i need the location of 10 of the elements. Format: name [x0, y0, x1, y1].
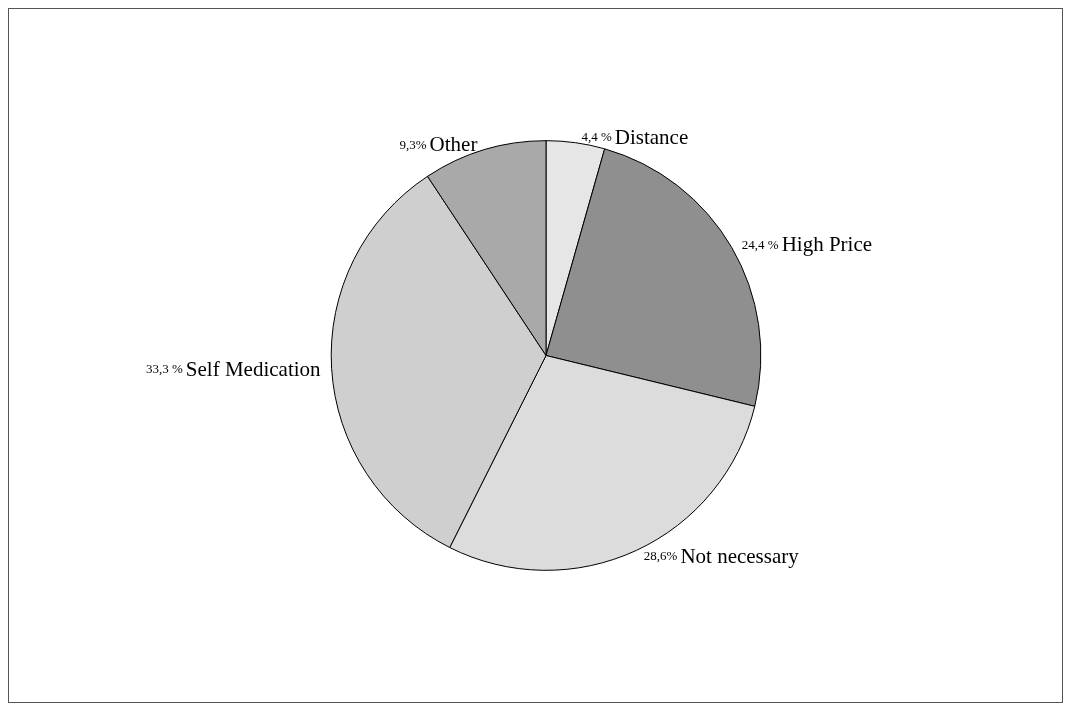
data-label: 28,6% — [643, 548, 678, 564]
data-label: 4,4 % — [581, 129, 612, 145]
slice-label: Not necessary — [680, 543, 800, 568]
slice-label: Distance — [614, 124, 689, 149]
slice-label: High Price — [781, 232, 873, 257]
slice-label: Other — [429, 132, 478, 157]
data-label: 9,3% — [399, 136, 427, 152]
data-label: 33,3 % — [146, 361, 184, 377]
slice-label: Self Medication — [185, 356, 322, 381]
data-label: 24,4 % — [741, 236, 779, 252]
